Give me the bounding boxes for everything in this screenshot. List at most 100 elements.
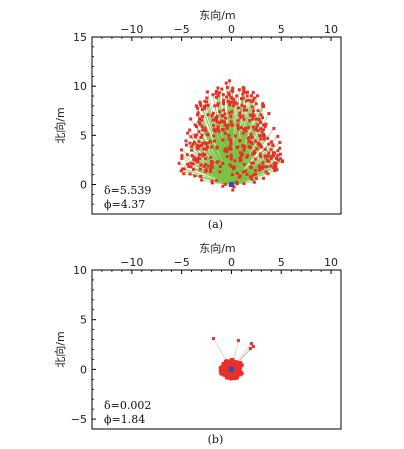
data-point xyxy=(250,105,254,109)
data-point xyxy=(229,123,233,127)
data-point xyxy=(241,92,245,96)
data-point xyxy=(223,112,227,116)
y-axis-label-a: 北向/m xyxy=(53,107,67,143)
x-tick-label: −10 xyxy=(120,256,143,269)
data-marks-a xyxy=(177,79,284,192)
data-point xyxy=(235,102,239,106)
data-point xyxy=(278,152,282,156)
data-point xyxy=(257,117,261,121)
x-tick-label: 0 xyxy=(228,256,235,269)
data-point xyxy=(248,119,252,123)
data-point xyxy=(221,363,225,367)
data-point xyxy=(274,165,278,169)
data-point xyxy=(236,339,240,343)
data-point xyxy=(238,151,242,155)
delta-annotation-b: δ=0.002 xyxy=(104,399,151,412)
chart-panel-b: −10 −5 0 5 10 −5 0 5 10 东向/m 北向/m δ=0.002 ϕ=1.84… xyxy=(53,241,342,446)
data-point xyxy=(221,128,225,132)
data-point xyxy=(224,374,228,378)
data-point xyxy=(184,143,188,147)
data-point xyxy=(260,166,264,170)
data-point xyxy=(209,168,213,172)
phi-annotation-b: ϕ=1.84 xyxy=(104,413,145,426)
data-point xyxy=(227,137,231,141)
data-point xyxy=(256,109,260,113)
data-point xyxy=(258,143,262,147)
data-point xyxy=(266,136,270,140)
data-point xyxy=(227,370,231,374)
data-point xyxy=(206,141,210,145)
data-point xyxy=(197,144,201,148)
data-point xyxy=(239,365,243,369)
data-point xyxy=(194,104,198,108)
x-tick-label: 5 xyxy=(278,256,285,269)
data-point xyxy=(201,141,205,145)
data-point xyxy=(233,366,237,370)
data-point xyxy=(259,154,263,158)
data-point xyxy=(215,145,219,149)
data-point xyxy=(239,154,243,158)
data-point xyxy=(208,169,212,173)
data-point xyxy=(177,161,181,165)
x-tick-label: −5 xyxy=(174,23,190,36)
data-point xyxy=(199,174,203,178)
data-point xyxy=(201,152,205,156)
data-point xyxy=(222,98,226,102)
x-axis-label-b: 东向/m xyxy=(199,241,235,255)
data-point xyxy=(229,154,233,158)
data-point xyxy=(214,118,218,122)
chart-panel-a: −10 −5 0 5 10 0 5 10 15 东向/m 北向/m δ=5.539 ϕ=4.37… xyxy=(53,8,342,231)
data-point xyxy=(231,377,235,381)
data-point xyxy=(227,91,231,95)
data-point xyxy=(261,116,265,120)
data-point xyxy=(211,111,215,115)
data-point xyxy=(195,133,199,137)
data-point xyxy=(265,158,269,162)
data-point xyxy=(237,370,241,374)
data-point xyxy=(246,136,250,140)
data-point xyxy=(233,362,237,366)
data-point xyxy=(278,146,282,150)
data-point xyxy=(272,161,276,165)
data-point xyxy=(215,128,219,132)
data-point xyxy=(236,127,240,131)
data-point xyxy=(232,371,236,375)
data-point xyxy=(238,111,242,115)
data-point xyxy=(269,140,273,144)
data-point xyxy=(233,364,237,368)
data-point xyxy=(217,91,221,95)
data-point xyxy=(196,160,200,164)
y-tick-label: 0 xyxy=(80,363,87,376)
data-point xyxy=(242,127,246,131)
data-point xyxy=(212,134,216,138)
data-point xyxy=(263,147,267,151)
data-point xyxy=(242,148,246,152)
data-point xyxy=(235,182,239,186)
data-point xyxy=(244,129,248,133)
phi-annotation-a: ϕ=4.37 xyxy=(104,198,145,211)
data-point xyxy=(245,172,249,176)
data-point xyxy=(190,153,194,157)
data-point xyxy=(239,97,243,101)
data-point xyxy=(204,129,208,133)
data-point xyxy=(231,86,235,90)
data-point xyxy=(232,185,236,189)
data-point xyxy=(237,175,241,179)
data-point xyxy=(190,148,194,152)
data-point xyxy=(185,153,189,157)
data-point xyxy=(249,166,253,170)
data-point xyxy=(246,153,250,157)
data-point xyxy=(226,99,230,103)
data-point xyxy=(204,169,208,173)
data-point xyxy=(223,364,227,368)
data-point xyxy=(224,361,228,365)
data-point xyxy=(233,375,237,379)
y-tick-label: −5 xyxy=(71,413,87,426)
data-point xyxy=(280,160,284,164)
data-point xyxy=(254,126,258,130)
data-point xyxy=(209,163,213,167)
data-point xyxy=(258,134,262,138)
data-point xyxy=(198,157,202,161)
data-point xyxy=(195,143,199,147)
data-point xyxy=(231,361,235,365)
